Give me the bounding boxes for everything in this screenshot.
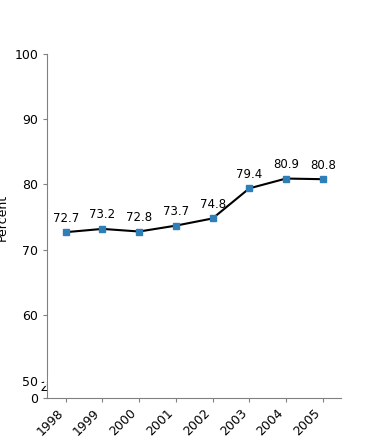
Text: 74.8: 74.8: [199, 198, 226, 211]
Text: 73.7: 73.7: [163, 205, 189, 218]
Y-axis label: Percent: Percent: [0, 194, 9, 240]
Text: Z: Z: [41, 380, 49, 394]
Text: 80.8: 80.8: [310, 159, 336, 172]
Text: 72.7: 72.7: [53, 211, 79, 224]
Text: 73.2: 73.2: [89, 208, 116, 221]
Text: 80.9: 80.9: [273, 158, 299, 171]
Text: 72.8: 72.8: [126, 211, 152, 224]
Text: 79.4: 79.4: [236, 168, 262, 181]
